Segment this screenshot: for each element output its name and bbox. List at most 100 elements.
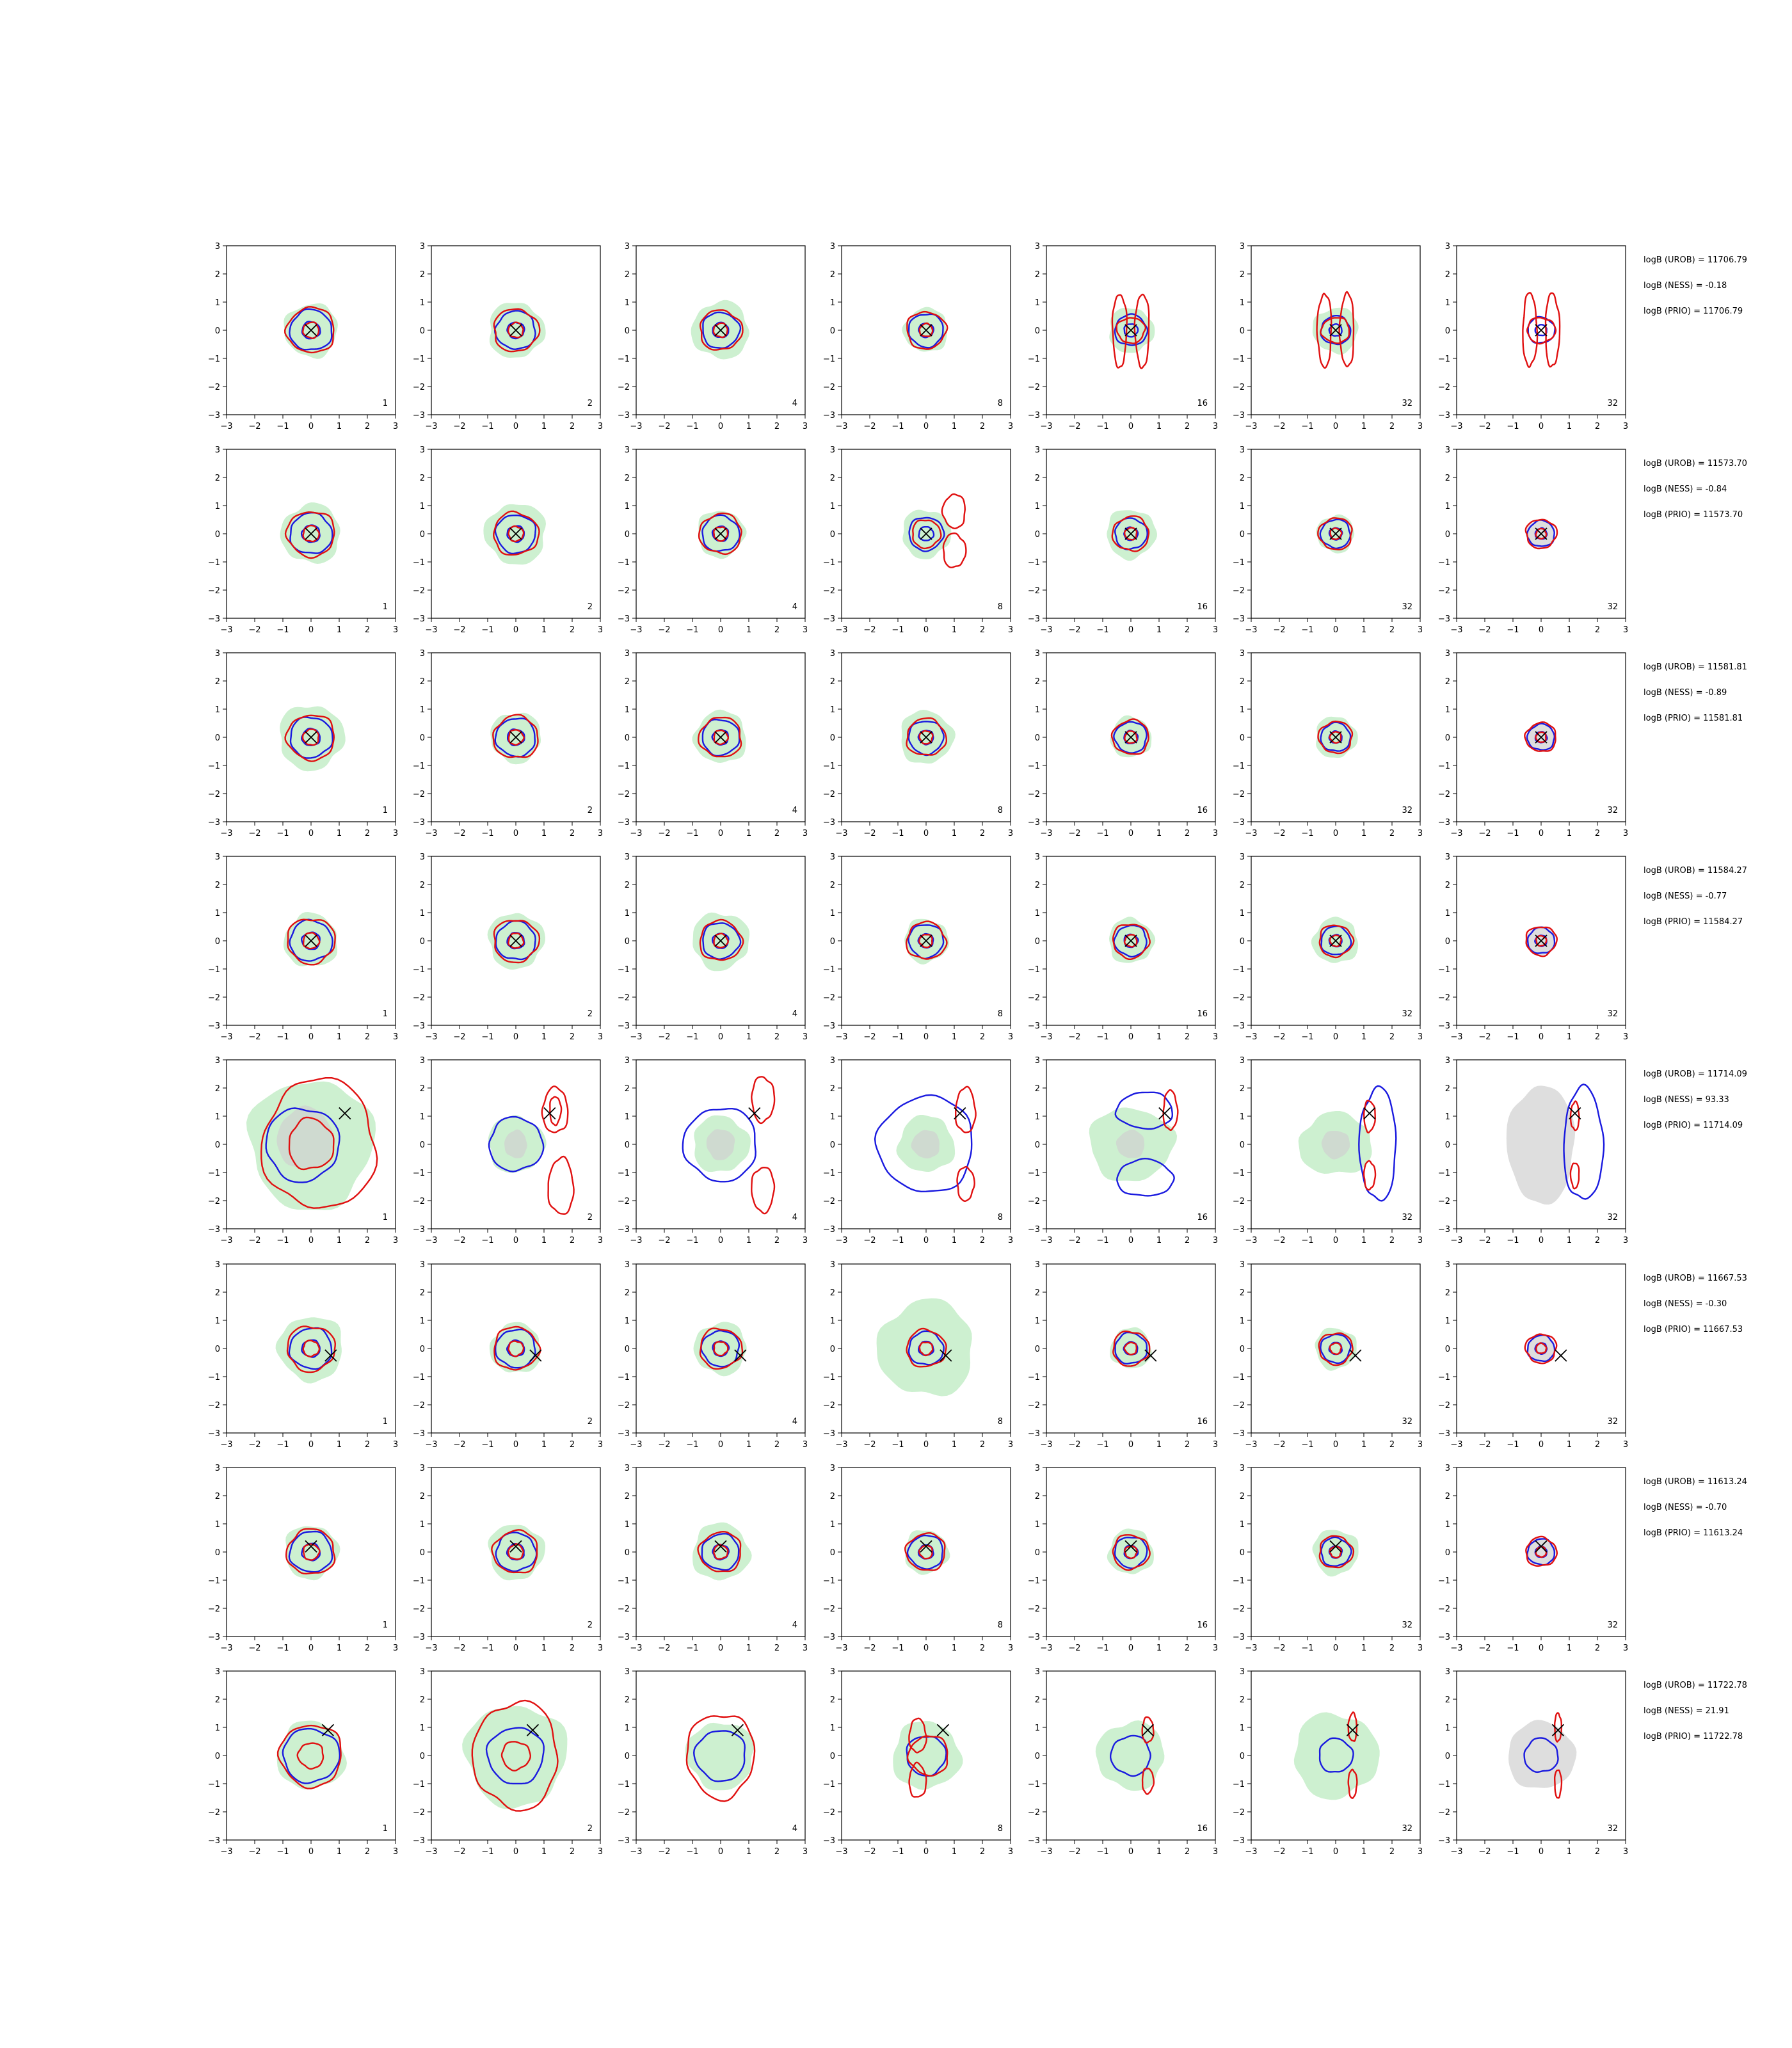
logb-prio-text: logB (PRIO) = 11714.09 [1644,1121,1743,1130]
red-contour [918,1341,934,1357]
y-tick-label: 3 [625,852,630,862]
y-tick-label: −1 [413,1373,425,1382]
panel-r8-c3: −3−3 −2 −2 −1 −1 0 0 1 1 2 2 3 3 4 [618,1667,808,1857]
panel-count-label: 32 [1607,1824,1618,1834]
x-tick-label: −3 [835,1032,847,1042]
x-tick-label: 1 [541,1644,547,1653]
x-tick-label: 3 [803,1847,808,1857]
y-tick-label: 3 [1240,649,1245,659]
y-tick-label: 1 [1035,1520,1040,1530]
x-tick-label: −2 [658,422,670,431]
x-tick-label: 3 [1008,1236,1013,1245]
red-contour [1112,1534,1151,1571]
x-tick-label: −1 [892,625,904,635]
y-tick-label: −1 [1028,1576,1040,1586]
x-tick-label: −2 [863,1644,876,1653]
x-tick-label: 2 [1389,829,1395,838]
posterior-fill-area [276,1720,347,1789]
x-tick-label: 3 [1623,1032,1628,1042]
x-tick-label: 3 [598,1440,603,1450]
truth-marker [1329,1540,1342,1553]
x-tick-label: −3 [835,1440,847,1450]
y-tick-label: −2 [413,1401,425,1411]
y-tick-label: 3 [215,1667,220,1677]
y-tick-label: −1 [823,1780,835,1789]
red-contour [685,1715,756,1802]
y-tick-label: −2 [618,1197,630,1206]
y-tick-label: −1 [618,1780,630,1789]
y-tick-label: 0 [1035,937,1040,947]
y-tick-label: −3 [1438,1633,1450,1642]
y-tick-label: 1 [215,1520,220,1530]
x-tick-label: 3 [1623,829,1628,838]
panel-r4-c1: −3−3 −2 −2 −1 −1 0 0 1 1 2 2 3 3 1 [208,852,398,1042]
panel-r4-c7: −3−3 −2 −2 −1 −1 0 0 1 1 2 2 3 3 32 [1438,852,1628,1042]
y-tick-label: −2 [413,1808,425,1818]
y-tick-label: −1 [618,1169,630,1178]
x-tick-label: −1 [481,1644,493,1653]
x-tick-label: −3 [1040,625,1052,635]
logb-ness-text: logB (NESS) = -0.70 [1644,1503,1727,1512]
truth-marker [1124,934,1137,947]
x-tick-label: 3 [598,422,603,431]
truth-marker [714,527,727,540]
x-tick-label: 0 [513,1440,518,1450]
panel-r5-c4: −3−3 −2 −2 −1 −1 0 0 1 1 2 2 3 3 8 [823,1056,1013,1245]
y-tick-label: 0 [215,1345,220,1354]
y-tick-label: −2 [1233,790,1245,799]
panel-count-label: 8 [998,1009,1003,1019]
y-tick-label: 0 [1035,1548,1040,1558]
y-tick-label: 2 [830,270,835,280]
y-tick-label: −1 [1028,762,1040,771]
x-tick-label: 3 [803,422,808,431]
y-tick-label: 0 [215,733,220,743]
x-tick-label: 3 [1008,625,1013,635]
y-tick-label: −2 [618,586,630,596]
y-tick-label: −3 [618,1225,630,1235]
red-contour [491,1529,538,1574]
blue-contour [1116,1157,1175,1197]
panel-r8-c6: −3−3 −2 −2 −1 −1 0 0 1 1 2 2 3 3 32 [1233,1667,1423,1857]
y-tick-label: −3 [1028,1633,1040,1642]
x-tick-label: 1 [1156,1644,1162,1653]
panel-r5-c3: −3−3 −2 −2 −1 −1 0 0 1 1 2 2 3 3 4 [618,1056,808,1245]
y-tick-label: 0 [830,733,835,743]
panel-count-label: 32 [1402,1824,1412,1834]
x-tick-label: −1 [1301,422,1313,431]
x-tick-label: 0 [308,1032,314,1042]
y-tick-label: 1 [420,1520,425,1530]
y-tick-label: −2 [413,993,425,1003]
x-tick-label: 0 [1539,1032,1544,1042]
panel-r5-c7: −3−3 −2 −2 −1 −1 0 0 1 1 2 2 3 3 32 [1438,1056,1628,1245]
y-tick-label: −3 [413,1021,425,1031]
y-tick-label: −1 [823,355,835,364]
blue-contour [701,514,740,552]
blue-contour [702,922,742,960]
x-tick-label: −1 [892,1236,904,1245]
y-tick-label: 1 [1240,1112,1245,1122]
x-tick-label: −2 [863,1847,876,1857]
y-tick-label: −2 [413,1604,425,1614]
x-tick-label: 3 [1418,1032,1423,1042]
panel-count-label: 32 [1402,1009,1412,1019]
x-tick-label: 0 [1539,1644,1544,1653]
truth-marker [731,1724,744,1737]
x-tick-label: 0 [718,1847,723,1857]
blue-contour [1320,721,1352,752]
y-tick-label: −3 [823,614,835,624]
x-tick-label: −2 [1273,1032,1285,1042]
x-tick-label: 2 [570,1440,575,1450]
red-contour [751,1076,776,1124]
blue-contour [1523,1737,1559,1773]
y-tick-label: 3 [1445,649,1450,659]
y-tick-label: −1 [823,965,835,975]
y-tick-label: 3 [215,1056,220,1066]
blue-contour [1318,1737,1354,1773]
y-tick-label: 2 [215,1695,220,1705]
red-contour [288,1116,335,1171]
y-tick-label: −2 [823,1197,835,1206]
truth-marker [714,1540,727,1553]
y-tick-label: 3 [215,445,220,455]
panel-r7-c1: −3−3 −2 −2 −1 −1 0 0 1 1 2 2 3 3 1 [208,1464,398,1653]
y-tick-label: −1 [1233,355,1245,364]
